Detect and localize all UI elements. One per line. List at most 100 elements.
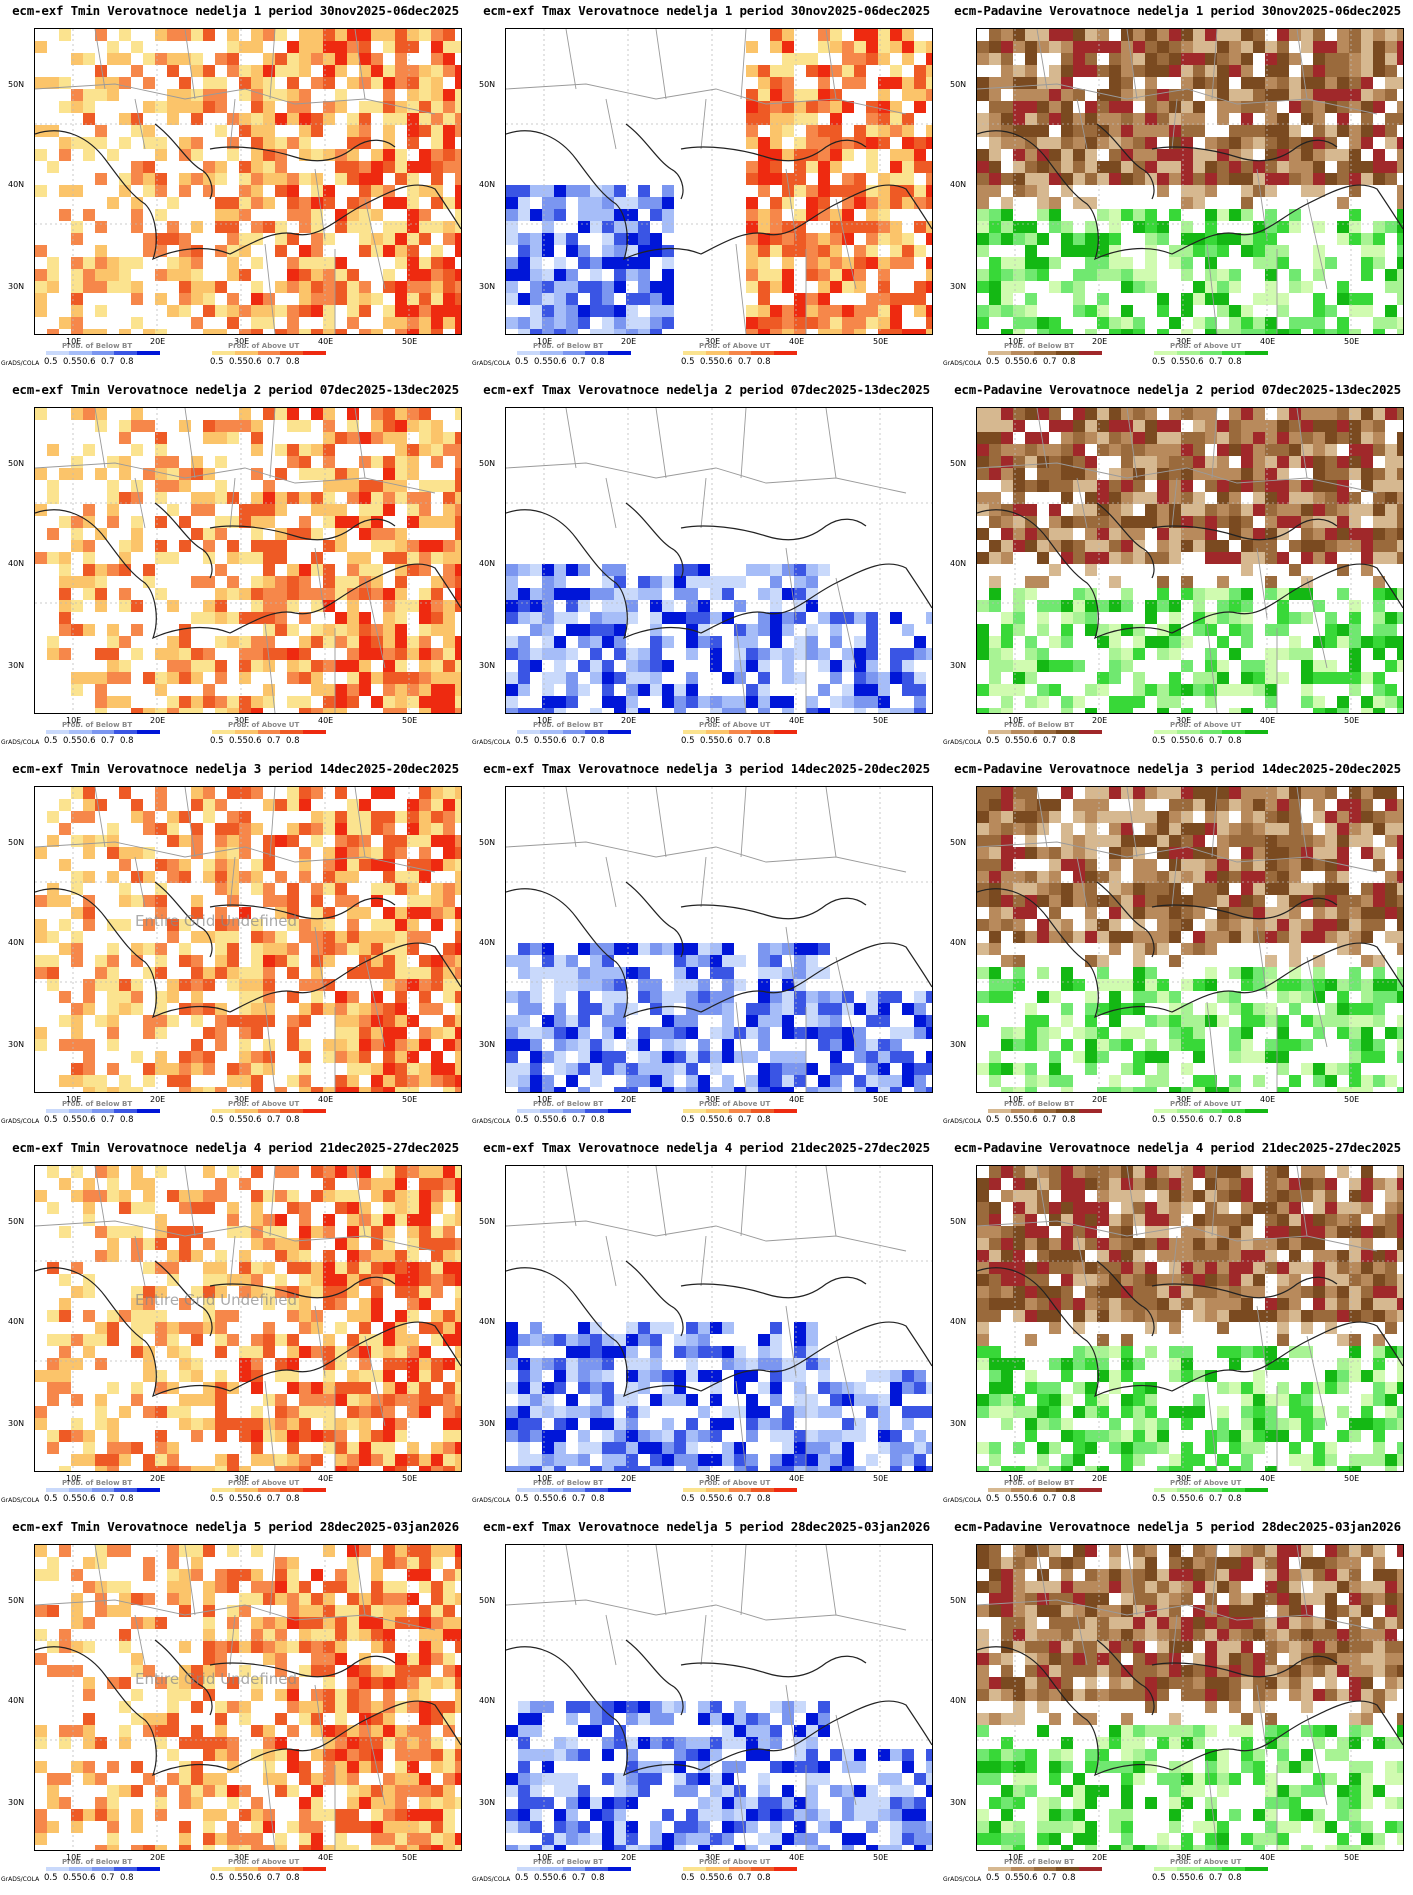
field-cell <box>698 564 710 576</box>
field-cell <box>818 173 830 185</box>
field-cell <box>746 221 758 233</box>
field-cell <box>1265 293 1277 305</box>
field-cell <box>359 173 371 185</box>
field-cell <box>1109 576 1121 588</box>
field-cell <box>989 149 1001 161</box>
field-cell <box>203 293 215 305</box>
field-cell <box>155 101 167 113</box>
field-cell <box>806 1063 818 1075</box>
legend-swatch <box>1222 730 1246 734</box>
field-cell <box>1097 293 1109 305</box>
field-cell <box>431 907 443 919</box>
field-cell <box>854 708 866 713</box>
field-cell <box>758 329 770 334</box>
field-cell <box>638 257 650 269</box>
field-cell <box>1061 101 1073 113</box>
field-cell <box>1313 480 1325 492</box>
field-cell <box>395 1063 407 1075</box>
field-cell <box>758 1063 770 1075</box>
field-cell <box>1097 672 1109 684</box>
field-cell <box>455 432 461 444</box>
field-cell <box>239 847 251 859</box>
field-cell <box>566 269 578 281</box>
field-cell <box>191 281 203 293</box>
field-cell <box>842 65 854 77</box>
field-cell <box>1001 895 1013 907</box>
field-cell <box>239 77 251 89</box>
legend-swatch <box>1176 351 1200 355</box>
field-cell <box>989 588 1001 600</box>
field-cell <box>746 89 758 101</box>
field-cell <box>119 1003 131 1015</box>
field-cell <box>1241 65 1253 77</box>
field-cell <box>1253 480 1265 492</box>
field-cell <box>1025 799 1037 811</box>
field-cell <box>674 1051 686 1063</box>
field-cell <box>419 1027 431 1039</box>
field-cell <box>335 161 347 173</box>
field-cell <box>287 444 299 456</box>
grads-credit: GrADS/COLA <box>943 739 982 746</box>
field-cell <box>1097 636 1109 648</box>
field-cell <box>758 305 770 317</box>
field-cell <box>1013 823 1025 835</box>
field-cell <box>1217 684 1229 696</box>
field-cell <box>371 811 383 823</box>
field-cell <box>1217 41 1229 53</box>
field-cell <box>1289 281 1301 293</box>
field-cell <box>854 269 866 281</box>
field-cell <box>578 600 590 612</box>
field-cell <box>566 245 578 257</box>
field-cell <box>1049 516 1061 528</box>
field-cell <box>1265 101 1277 113</box>
field-cell <box>977 161 989 173</box>
field-cell <box>263 137 275 149</box>
field-cell <box>395 1087 407 1092</box>
field-cell <box>1397 588 1403 600</box>
field-cell <box>395 955 407 967</box>
field-cell <box>542 576 554 588</box>
field-cell <box>1193 895 1205 907</box>
field-cell <box>179 137 191 149</box>
field-cell <box>554 293 566 305</box>
field-cell <box>287 588 299 600</box>
field-cell <box>1133 468 1145 480</box>
field-cell <box>1049 847 1061 859</box>
field-cell <box>323 257 335 269</box>
field-cell <box>1205 257 1217 269</box>
field-cell <box>1337 408 1349 420</box>
field-cell <box>167 101 179 113</box>
field-cell <box>203 432 215 444</box>
field-cell <box>1085 432 1097 444</box>
field-cell <box>1085 137 1097 149</box>
field-cell <box>1265 245 1277 257</box>
legend-tick: 0.8 <box>757 357 771 367</box>
field-cell <box>191 149 203 161</box>
field-cell <box>347 943 359 955</box>
field-cell <box>119 492 131 504</box>
field-cell <box>323 576 335 588</box>
field-cell <box>518 269 530 281</box>
field-cell <box>1025 931 1037 943</box>
field-cell <box>359 101 371 113</box>
field-cell <box>155 245 167 257</box>
field-cell <box>431 696 443 708</box>
field-cell <box>542 588 554 600</box>
field-cell <box>179 696 191 708</box>
field-cell <box>770 149 782 161</box>
legend-swatch <box>683 1109 706 1113</box>
field-cell <box>1217 835 1229 847</box>
field-cell <box>203 648 215 660</box>
field-cell <box>215 420 227 432</box>
field-cell <box>287 233 299 245</box>
field-cell <box>1025 149 1037 161</box>
field-cell <box>830 221 842 233</box>
field-cell <box>407 919 419 931</box>
field-cell <box>1277 53 1289 65</box>
field-cell <box>407 185 419 197</box>
field-cell <box>1037 684 1049 696</box>
field-cell <box>782 660 794 672</box>
field-cell <box>746 137 758 149</box>
field-cell <box>1229 931 1241 943</box>
field-cell <box>323 1051 335 1063</box>
